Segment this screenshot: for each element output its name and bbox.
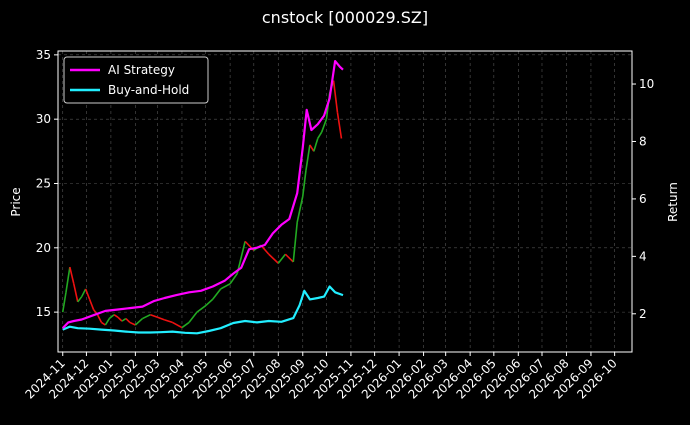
price-series — [61, 80, 343, 329]
price-segment — [336, 112, 343, 139]
price-segment — [88, 298, 95, 310]
right-axis: 2 4 6 8 10 — [632, 77, 654, 321]
y-tick-label-left: 25 — [36, 176, 51, 190]
price-segment — [129, 321, 136, 326]
y-axis-label-left: Price — [9, 187, 23, 216]
buy-and-hold-line — [62, 285, 344, 335]
y-tick-label-left: 20 — [36, 241, 51, 255]
y-tick-label-right: 10 — [639, 77, 654, 91]
price-segment — [134, 317, 144, 326]
y-tick-label-left: 15 — [36, 305, 51, 319]
price-segment — [205, 298, 214, 307]
price-segment — [80, 288, 87, 298]
price-segment — [125, 317, 131, 323]
price-segment — [84, 288, 91, 300]
price-segment — [292, 222, 299, 263]
y-tick-label-left: 30 — [36, 112, 51, 126]
price-segment — [317, 131, 323, 139]
price-segment — [196, 305, 207, 313]
legend: AI Strategy Buy-and-Hold — [63, 56, 209, 104]
price-segment — [277, 253, 287, 264]
legend-label-buy-and-hold: Buy-and-Hold — [108, 83, 189, 97]
price-segment — [296, 196, 304, 223]
y-tick-label-left: 35 — [36, 48, 51, 62]
price-segment — [305, 144, 311, 171]
price-segment — [121, 317, 127, 322]
price-segment — [117, 316, 123, 322]
y-axis-label-right: Return — [666, 182, 680, 222]
chart-title: cnstock [000029.SZ] — [262, 8, 428, 27]
price-segment — [301, 170, 307, 197]
price-segment — [61, 292, 67, 313]
price-segment — [150, 313, 158, 319]
price-segment — [332, 80, 339, 113]
price-segment — [309, 144, 315, 152]
legend-label-ai-strategy: AI Strategy — [108, 63, 175, 77]
price-segment — [313, 138, 319, 152]
price-segment — [236, 241, 246, 274]
price-segment — [172, 321, 183, 329]
y-tick-label-right: 4 — [639, 249, 647, 263]
legend-box — [63, 56, 209, 104]
left-axis: 15 20 25 30 35 — [36, 48, 58, 319]
y-tick-label-right: 2 — [639, 307, 647, 321]
plot-frame — [57, 50, 633, 353]
y-tick-label-right: 8 — [639, 134, 647, 148]
price-segment — [104, 318, 111, 326]
ai-strategy-line — [61, 59, 344, 329]
return-series — [61, 59, 344, 335]
price-segment — [320, 118, 328, 133]
price-segment — [113, 314, 119, 318]
price-segment — [157, 316, 165, 321]
y-tick-label-right: 6 — [639, 192, 647, 206]
price-segment — [220, 283, 231, 290]
price-segment — [181, 321, 190, 329]
price-segment — [77, 296, 83, 303]
price-segment — [212, 288, 222, 300]
price-segment — [268, 253, 279, 264]
price-segment — [108, 314, 115, 320]
price-segment — [284, 253, 294, 263]
price-segment — [65, 266, 71, 293]
price-segment — [188, 311, 198, 323]
price-segment — [73, 283, 79, 303]
price-segment — [69, 266, 75, 285]
price-segment — [164, 319, 173, 324]
price-segment — [142, 313, 151, 320]
price-segment — [229, 273, 238, 285]
price-segment — [96, 314, 103, 323]
